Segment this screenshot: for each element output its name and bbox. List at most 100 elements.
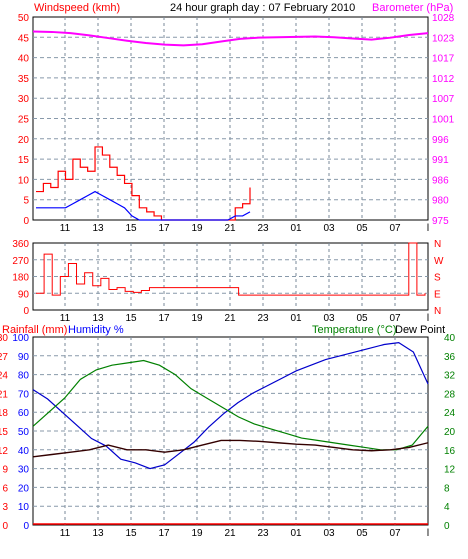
dir-tick-label: 90 bbox=[18, 289, 30, 300]
x-tick-label: 23 bbox=[257, 528, 269, 539]
wind-tick-label: 15 bbox=[18, 155, 30, 166]
rain-tick-label: 21 bbox=[0, 389, 8, 400]
humidity-tick-label: 90 bbox=[18, 352, 30, 363]
rain-tick-label: 18 bbox=[0, 408, 8, 419]
baro-tick-label: 1023 bbox=[432, 33, 455, 44]
wind-tick-label: 0 bbox=[23, 216, 29, 227]
humidity-tick-label: 80 bbox=[18, 371, 30, 382]
dir-compass-label: W bbox=[434, 256, 444, 267]
barometer-line bbox=[32, 30, 429, 47]
baro-tick-label: 1007 bbox=[432, 94, 455, 105]
rain-tick-label: 9 bbox=[2, 465, 8, 476]
wind-tick-label: 50 bbox=[18, 13, 30, 24]
baro-tick-label: 1012 bbox=[432, 74, 455, 85]
x-tick-label: 01 bbox=[290, 528, 302, 539]
baro-tick-label: 991 bbox=[432, 155, 449, 166]
dir-tick-label: 180 bbox=[12, 273, 29, 284]
wind-tick-label: 40 bbox=[18, 54, 30, 65]
x-tick-label: 07 bbox=[389, 223, 401, 234]
dir-compass-label: E bbox=[434, 289, 441, 300]
x-tick-label: 13 bbox=[92, 223, 104, 234]
graph-title: 24 hour graph day : 07 February 2010 bbox=[170, 2, 355, 14]
humidity-tick-label: 20 bbox=[18, 483, 30, 494]
x-tick-label: 11 bbox=[60, 223, 71, 234]
x-tick-label: l bbox=[427, 528, 429, 539]
x-tick-label: 11 bbox=[60, 313, 71, 324]
humidity-tick-label: 100 bbox=[12, 333, 29, 344]
x-tick-label: 15 bbox=[125, 528, 137, 539]
dewpoint-axis-title: Dew Point bbox=[395, 324, 445, 336]
dir-compass-label: N bbox=[434, 306, 441, 317]
wind-tick-label: 45 bbox=[18, 33, 30, 44]
x-tick-label: 21 bbox=[224, 528, 236, 539]
x-tick-label: 05 bbox=[356, 528, 368, 539]
x-tick-label: l bbox=[427, 223, 429, 234]
chart-series bbox=[32, 30, 429, 525]
temp-tick-label: 32 bbox=[444, 371, 456, 382]
rain-tick-label: 0 bbox=[2, 521, 8, 532]
x-tick-label: 01 bbox=[290, 223, 302, 234]
x-tick-label: 03 bbox=[323, 528, 335, 539]
humidity-tick-label: 30 bbox=[18, 465, 30, 476]
wind-tick-label: 25 bbox=[18, 115, 30, 126]
wind-tick-label: 35 bbox=[18, 74, 30, 85]
rain-tick-label: 30 bbox=[0, 333, 8, 344]
rain-tick-label: 12 bbox=[0, 446, 8, 457]
x-tick-label: 23 bbox=[257, 223, 269, 234]
rain-tick-label: 15 bbox=[0, 427, 8, 438]
x-tick-label: 19 bbox=[191, 313, 203, 324]
temp-tick-label: 8 bbox=[444, 483, 450, 494]
wind-direction-line bbox=[36, 242, 426, 296]
x-tick-label: 07 bbox=[389, 528, 401, 539]
humidity-axis-title: Humidity % bbox=[68, 324, 124, 336]
temp-tick-label: 4 bbox=[444, 502, 450, 513]
humidity-tick-label: 10 bbox=[18, 502, 30, 513]
baro-tick-label: 980 bbox=[432, 196, 449, 207]
baro-tick-label: 975 bbox=[432, 216, 449, 227]
x-tick-label: 05 bbox=[356, 313, 368, 324]
x-tick-label: 19 bbox=[191, 223, 203, 234]
humidity-tick-label: 70 bbox=[18, 389, 30, 400]
temp-tick-label: 12 bbox=[444, 465, 456, 476]
x-tick-label: l bbox=[427, 313, 429, 324]
temp-tick-label: 28 bbox=[444, 389, 456, 400]
x-tick-label: 05 bbox=[356, 223, 368, 234]
temp-tick-label: 16 bbox=[444, 446, 456, 457]
temp-tick-label: 24 bbox=[444, 408, 456, 419]
temp-tick-label: 0 bbox=[444, 521, 450, 532]
wind-average-line bbox=[36, 190, 251, 221]
x-tick-label: 13 bbox=[92, 313, 104, 324]
baro-tick-label: 1017 bbox=[432, 54, 455, 65]
baro-tick-label: 996 bbox=[432, 135, 449, 146]
x-tick-label: 15 bbox=[125, 223, 137, 234]
x-tick-label: 03 bbox=[323, 223, 335, 234]
humidity-tick-label: 40 bbox=[18, 446, 30, 457]
temp-tick-label: 20 bbox=[444, 427, 456, 438]
x-tick-label: 11 bbox=[60, 528, 71, 539]
x-tick-label: 13 bbox=[92, 528, 104, 539]
humidity-tick-label: 0 bbox=[23, 521, 29, 532]
x-tick-label: 15 bbox=[125, 313, 137, 324]
baro-tick-label: 986 bbox=[432, 175, 449, 186]
x-tick-label: 01 bbox=[290, 313, 302, 324]
x-tick-label: 21 bbox=[224, 223, 236, 234]
wind-tick-label: 10 bbox=[18, 175, 30, 186]
barometer-axis-title: Barometer (hPa) bbox=[372, 2, 453, 14]
dir-tick-label: 360 bbox=[12, 239, 29, 250]
rain-tick-label: 6 bbox=[2, 483, 8, 494]
axis-labels: 11 13 15 17 19 21 23 01 03 05 07 l11 13 15 17 19 21 23 01 0… bbox=[0, 13, 456, 539]
dir-compass-label: N bbox=[434, 239, 441, 250]
x-tick-label: 17 bbox=[158, 223, 170, 234]
dir-tick-label: 270 bbox=[12, 256, 29, 267]
x-tick-label: 07 bbox=[389, 313, 401, 324]
x-tick-label: 03 bbox=[323, 313, 335, 324]
dewpoint-line bbox=[32, 439, 429, 458]
rainfall-axis-title: Rainfall (mm) bbox=[2, 324, 67, 336]
humidity-tick-label: 60 bbox=[18, 408, 30, 419]
x-tick-label: 21 bbox=[224, 313, 236, 324]
temp-tick-label: 40 bbox=[444, 333, 456, 344]
humidity-line bbox=[32, 342, 429, 470]
baro-tick-label: 1001 bbox=[432, 115, 455, 126]
dir-compass-label: S bbox=[434, 273, 441, 284]
